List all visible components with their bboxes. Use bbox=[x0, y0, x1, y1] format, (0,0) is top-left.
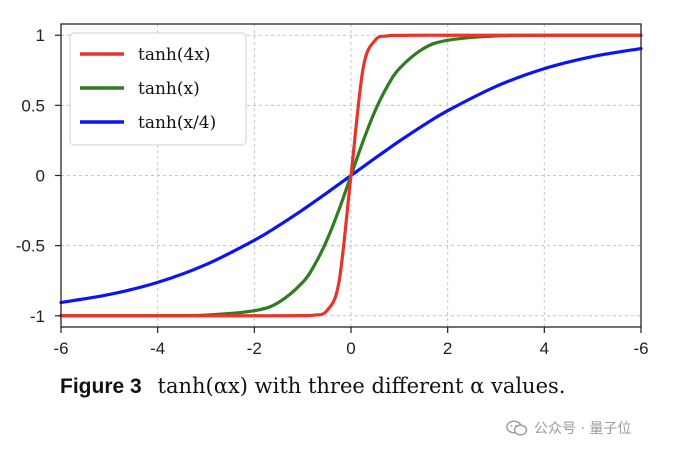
figure-caption: Figure 3 tanh(αx) with three different α… bbox=[60, 374, 660, 399]
watermark: 公众号 · 量子位 bbox=[506, 418, 631, 438]
wechat-icon bbox=[506, 420, 528, 436]
series-line-0 bbox=[59, 33, 643, 318]
x-tick-label: 2 bbox=[443, 339, 452, 358]
legend-box bbox=[69, 32, 247, 146]
y-tick-label: 1 bbox=[36, 26, 45, 45]
x-tick-label: -6 bbox=[633, 339, 648, 358]
x-tick-label: -6 bbox=[53, 339, 68, 358]
legend-label: tanh(4x) bbox=[138, 45, 211, 65]
caption-text: tanh(αx) with three different α values. bbox=[157, 374, 566, 398]
x-tick-label: 0 bbox=[346, 339, 355, 358]
y-tick-label: 0.5 bbox=[21, 96, 45, 115]
x-tick-label: 4 bbox=[540, 339, 549, 358]
axis-ticks: -6 -4 -2 0 2 4 -6 1 0.5 0 -0.5 -1 bbox=[16, 26, 649, 358]
x-tick-label: -4 bbox=[150, 339, 165, 358]
legend-label: tanh(x) bbox=[138, 79, 200, 99]
y-tick-label: -0.5 bbox=[16, 237, 45, 256]
x-tick-label: -2 bbox=[247, 339, 262, 358]
series-layer bbox=[59, 33, 643, 318]
caption-label: Figure 3 bbox=[60, 375, 142, 398]
legend: tanh(4x) tanh(x) tanh(x/4) bbox=[69, 32, 247, 146]
y-tick-label: 0 bbox=[36, 167, 45, 186]
legend-label: tanh(x/4) bbox=[138, 113, 216, 133]
watermark-text: 公众号 · 量子位 bbox=[534, 421, 632, 437]
y-tick-label: -1 bbox=[30, 307, 45, 326]
